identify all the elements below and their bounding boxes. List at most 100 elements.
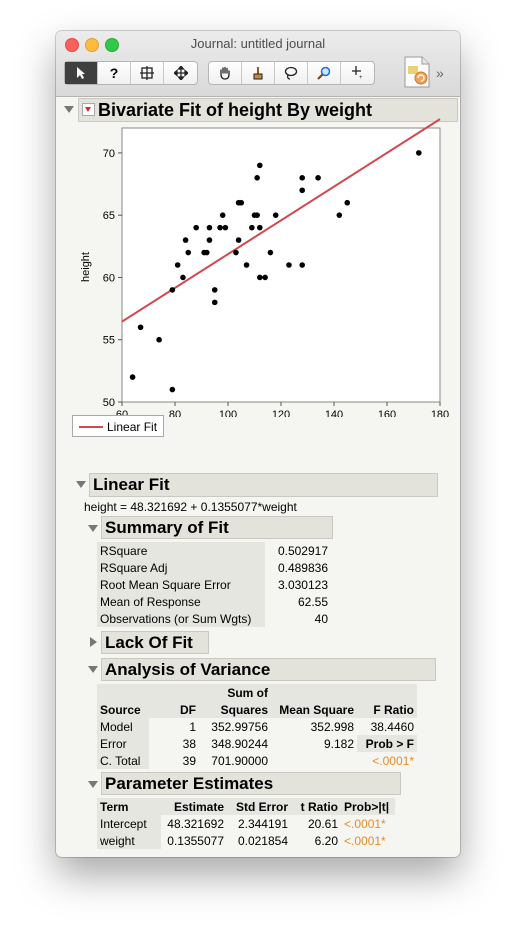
- data-point[interactable]: [272, 212, 279, 218]
- data-point[interactable]: [211, 287, 218, 293]
- toolbar-overflow-chevron[interactable]: »: [436, 65, 444, 81]
- data-point[interactable]: [315, 175, 321, 181]
- magnifier-icon[interactable]: [308, 62, 341, 84]
- data-point[interactable]: [137, 324, 144, 331]
- data-point[interactable]: [299, 175, 305, 181]
- lasso-icon[interactable]: [275, 62, 308, 84]
- summary-disclosure-icon[interactable]: [88, 525, 98, 532]
- y-tick-label: 55: [103, 335, 115, 347]
- data-point[interactable]: [222, 224, 229, 231]
- data-point[interactable]: [169, 386, 176, 393]
- anova-disclosure-icon[interactable]: [88, 666, 98, 673]
- anova-title: Analysis of Variance: [105, 660, 271, 679]
- data-point[interactable]: [211, 299, 218, 306]
- anova-df: 39: [182, 753, 196, 768]
- data-point[interactable]: [217, 224, 223, 231]
- grabber-icon[interactable]: [164, 62, 197, 84]
- data-point[interactable]: [129, 374, 136, 380]
- y-tick-label: 65: [103, 210, 115, 222]
- data-point[interactable]: [416, 150, 422, 156]
- lack-of-fit-disclosure-icon[interactable]: [90, 637, 97, 647]
- bivariate-header: Bivariate Fit of height By weight: [78, 98, 458, 122]
- anova-ss: 352.99756: [211, 719, 268, 734]
- param-row: weight 0.1355077 0.021854 6.20 <.0001*: [97, 832, 395, 849]
- anova-ss: 348.90244: [211, 736, 268, 751]
- data-point[interactable]: [254, 212, 260, 218]
- anova-col-source: Source: [97, 701, 149, 718]
- linear-fit-title: Linear Fit: [93, 475, 170, 494]
- data-point[interactable]: [204, 249, 210, 256]
- param-term: Intercept: [97, 815, 161, 832]
- summary-label: RSquare Adj: [97, 559, 265, 576]
- data-point[interactable]: [344, 199, 351, 206]
- arrow-icon[interactable]: [65, 62, 98, 84]
- summary-row: Observations (or Sum Wgts) 40: [97, 610, 331, 627]
- data-point[interactable]: [262, 274, 268, 281]
- crosshair-icon[interactable]: [131, 62, 164, 84]
- red-triangle-menu-icon[interactable]: [82, 102, 95, 116]
- anova-table: Sum of Source DF Squares Mean Square F R…: [97, 684, 417, 769]
- fit-equation: height = 48.321692 + 0.1355077*weight: [84, 500, 297, 514]
- linear-fit-disclosure-icon[interactable]: [76, 481, 86, 488]
- linear-fit-line: [121, 118, 441, 323]
- data-point[interactable]: [267, 249, 274, 256]
- data-point[interactable]: [219, 212, 226, 218]
- anova-f: 38.4460: [370, 719, 414, 734]
- anova-f: <.0001*: [372, 753, 414, 768]
- data-point[interactable]: [182, 237, 189, 243]
- data-point[interactable]: [257, 224, 263, 231]
- summary-label: Root Mean Square Error: [97, 576, 265, 593]
- data-point[interactable]: [169, 287, 176, 293]
- param-t: 6.20: [314, 833, 338, 848]
- param-disclosure-icon[interactable]: [88, 781, 98, 788]
- param-t: 20.61: [307, 816, 338, 831]
- summary-of-fit-title: Summary of Fit: [105, 518, 229, 537]
- data-point[interactable]: [243, 262, 250, 268]
- y-axis-label: height: [80, 252, 92, 282]
- param-title: Parameter Estimates: [105, 774, 274, 793]
- minimize-window-button[interactable]: [85, 38, 99, 52]
- lack-of-fit-header: Lack Of Fit: [101, 631, 209, 654]
- data-points: [129, 150, 422, 393]
- anova-ms: 352.998: [310, 719, 354, 734]
- x-tick-label: 160: [378, 409, 396, 417]
- data-point[interactable]: [233, 249, 239, 256]
- anova-row: Error 38 348.90244 9.182 Prob > F: [97, 735, 417, 752]
- data-point[interactable]: [299, 262, 305, 268]
- zoom-window-button[interactable]: [105, 38, 119, 52]
- data-point[interactable]: [336, 212, 343, 218]
- data-point[interactable]: [235, 237, 242, 243]
- anova-source: C. Total: [97, 752, 149, 769]
- param-se: 2.344191: [237, 816, 288, 831]
- report-content: Bivariate Fit of height By weight 60 80 10…: [56, 97, 460, 857]
- data-point[interactable]: [249, 224, 255, 231]
- data-point[interactable]: [206, 237, 213, 243]
- brush-icon[interactable]: [242, 62, 275, 84]
- data-point[interactable]: [206, 224, 213, 231]
- journal-document-icon[interactable]: [404, 56, 430, 88]
- data-point[interactable]: [180, 274, 186, 281]
- data-point[interactable]: [299, 187, 305, 194]
- data-point[interactable]: [238, 199, 245, 206]
- data-point[interactable]: [257, 274, 263, 281]
- close-window-button[interactable]: [65, 38, 79, 52]
- anova-col-df: DF: [149, 701, 199, 718]
- data-point[interactable]: [257, 162, 263, 169]
- summary-of-fit-table: RSquare 0.502917 RSquare Adj 0.489836 Root M…: [97, 542, 331, 627]
- summary-value: 40: [314, 611, 328, 626]
- help-icon[interactable]: ?: [98, 62, 131, 84]
- x-tick-label: 180: [431, 409, 449, 417]
- data-point[interactable]: [185, 249, 192, 256]
- data-point[interactable]: [193, 224, 199, 231]
- hand-icon[interactable]: [209, 62, 242, 84]
- bivariate-disclosure-icon[interactable]: [64, 106, 74, 113]
- selection-icon[interactable]: +: [341, 62, 374, 84]
- data-point[interactable]: [286, 262, 292, 268]
- legend-box[interactable]: Linear Fit: [72, 415, 164, 437]
- param-col-se: Std Error: [227, 798, 291, 815]
- data-point[interactable]: [254, 175, 260, 181]
- x-tick-label: 120: [272, 409, 290, 417]
- data-point[interactable]: [174, 262, 181, 268]
- data-point[interactable]: [156, 336, 162, 343]
- linear-fit-header: Linear Fit: [89, 473, 438, 497]
